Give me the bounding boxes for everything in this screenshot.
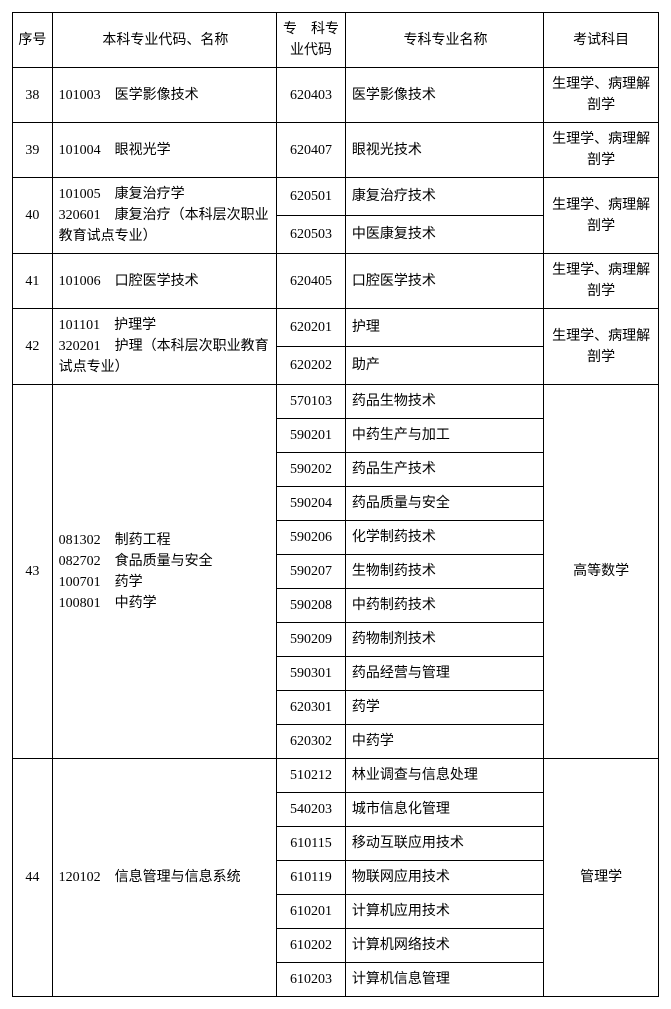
cell-zk-name: 中药制药技术 <box>345 589 543 623</box>
cell-seq: 43 <box>13 385 53 759</box>
cell-zk-code: 590201 <box>277 419 346 453</box>
cell-zk-code: 590301 <box>277 657 346 691</box>
cell-zk-code: 620302 <box>277 725 346 759</box>
cell-zk-code: 590206 <box>277 521 346 555</box>
cell-zk-name: 计算机应用技术 <box>345 895 543 929</box>
table-row: 41101006 口腔医学技术620405口腔医学技术生理学、病理解剖学 <box>13 254 659 309</box>
cell-seq: 44 <box>13 759 53 997</box>
cell-zk-code: 590202 <box>277 453 346 487</box>
cell-bk: 101003 医学影像技术 <box>52 68 276 123</box>
cell-bk: 081302 制药工程082702 食品质量与安全100701 药学100801… <box>52 385 276 759</box>
cell-subject: 生理学、病理解剖学 <box>544 309 659 385</box>
cell-zk-name: 计算机信息管理 <box>345 963 543 997</box>
cell-subject: 生理学、病理解剖学 <box>544 123 659 178</box>
cell-zk-code: 620403 <box>277 68 346 123</box>
cell-zk-name: 药品质量与安全 <box>345 487 543 521</box>
cell-zk-name: 化学制药技术 <box>345 521 543 555</box>
cell-zk-code: 620201 <box>277 309 346 347</box>
cell-seq: 38 <box>13 68 53 123</box>
cell-bk: 101004 眼视光学 <box>52 123 276 178</box>
cell-seq: 40 <box>13 178 53 254</box>
cell-zk-code: 510212 <box>277 759 346 793</box>
header-zkn: 专科专业名称 <box>345 13 543 68</box>
cell-zk-code: 610203 <box>277 963 346 997</box>
cell-zk-code: 610202 <box>277 929 346 963</box>
cell-zk-name: 计算机网络技术 <box>345 929 543 963</box>
cell-zk-name: 中药生产与加工 <box>345 419 543 453</box>
cell-seq: 42 <box>13 309 53 385</box>
cell-zk-code: 610119 <box>277 861 346 895</box>
cell-zk-name: 林业调查与信息处理 <box>345 759 543 793</box>
cell-zk-name: 眼视光技术 <box>345 123 543 178</box>
cell-zk-name: 物联网应用技术 <box>345 861 543 895</box>
cell-subject: 管理学 <box>544 759 659 997</box>
table-row: 44120102 信息管理与信息系统510212林业调查与信息处理管理学 <box>13 759 659 793</box>
cell-zk-code: 590209 <box>277 623 346 657</box>
table-header-row: 序号 本科专业代码、名称 专 科专业代码 专科专业名称 考试科目 <box>13 13 659 68</box>
cell-seq: 41 <box>13 254 53 309</box>
header-bk: 本科专业代码、名称 <box>52 13 276 68</box>
cell-zk-code: 620407 <box>277 123 346 178</box>
cell-bk: 120102 信息管理与信息系统 <box>52 759 276 997</box>
cell-zk-name: 移动互联应用技术 <box>345 827 543 861</box>
cell-zk-name: 口腔医学技术 <box>345 254 543 309</box>
cell-zk-name: 医学影像技术 <box>345 68 543 123</box>
cell-zk-name: 中医康复技术 <box>345 216 543 254</box>
header-seq: 序号 <box>13 13 53 68</box>
cell-zk-name: 药学 <box>345 691 543 725</box>
cell-zk-code: 610115 <box>277 827 346 861</box>
cell-zk-name: 城市信息化管理 <box>345 793 543 827</box>
cell-zk-code: 590204 <box>277 487 346 521</box>
cell-zk-code: 620301 <box>277 691 346 725</box>
header-zkc: 专 科专业代码 <box>277 13 346 68</box>
cell-zk-name: 助产 <box>345 347 543 385</box>
cell-subject: 高等数学 <box>544 385 659 759</box>
cell-zk-name: 生物制药技术 <box>345 555 543 589</box>
table-row: 40101005 康复治疗学320601 康复治疗（本科层次职业教育试点专业）6… <box>13 178 659 216</box>
cell-zk-code: 590207 <box>277 555 346 589</box>
cell-subject: 生理学、病理解剖学 <box>544 68 659 123</box>
cell-zk-code: 540203 <box>277 793 346 827</box>
cell-zk-name: 护理 <box>345 309 543 347</box>
cell-zk-code: 570103 <box>277 385 346 419</box>
table-row: 42101101 护理学320201 护理（本科层次职业教育试点专业）62020… <box>13 309 659 347</box>
cell-zk-name: 康复治疗技术 <box>345 178 543 216</box>
major-mapping-table: 序号 本科专业代码、名称 专 科专业代码 专科专业名称 考试科目 3810100… <box>12 12 659 997</box>
cell-zk-code: 620501 <box>277 178 346 216</box>
cell-zk-name: 中药学 <box>345 725 543 759</box>
cell-zk-code: 620503 <box>277 216 346 254</box>
table-row: 38101003 医学影像技术620403医学影像技术生理学、病理解剖学 <box>13 68 659 123</box>
table-row: 43081302 制药工程082702 食品质量与安全100701 药学1008… <box>13 385 659 419</box>
cell-zk-name: 药品生产技术 <box>345 453 543 487</box>
cell-zk-code: 610201 <box>277 895 346 929</box>
cell-zk-code: 620202 <box>277 347 346 385</box>
cell-bk: 101101 护理学320201 护理（本科层次职业教育试点专业） <box>52 309 276 385</box>
cell-zk-name: 药物制剂技术 <box>345 623 543 657</box>
cell-bk: 101005 康复治疗学320601 康复治疗（本科层次职业教育试点专业） <box>52 178 276 254</box>
cell-zk-code: 590208 <box>277 589 346 623</box>
header-sub: 考试科目 <box>544 13 659 68</box>
table-body: 38101003 医学影像技术620403医学影像技术生理学、病理解剖学3910… <box>13 68 659 997</box>
cell-zk-name: 药品经营与管理 <box>345 657 543 691</box>
cell-subject: 生理学、病理解剖学 <box>544 254 659 309</box>
cell-zk-code: 620405 <box>277 254 346 309</box>
cell-seq: 39 <box>13 123 53 178</box>
cell-subject: 生理学、病理解剖学 <box>544 178 659 254</box>
cell-bk: 101006 口腔医学技术 <box>52 254 276 309</box>
table-row: 39101004 眼视光学620407眼视光技术生理学、病理解剖学 <box>13 123 659 178</box>
cell-zk-name: 药品生物技术 <box>345 385 543 419</box>
